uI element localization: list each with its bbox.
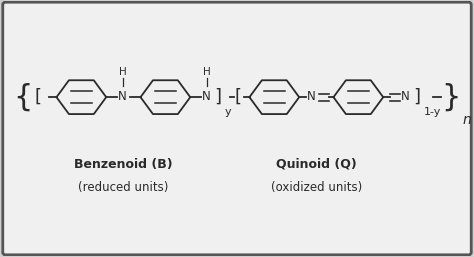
Text: n: n	[462, 113, 471, 126]
Text: Quinoid (Q): Quinoid (Q)	[276, 158, 357, 171]
Text: N: N	[307, 90, 316, 103]
Text: (reduced units): (reduced units)	[78, 181, 169, 194]
Text: N: N	[202, 90, 211, 103]
Text: ]: ]	[215, 88, 222, 106]
Text: N: N	[401, 90, 410, 103]
Text: [: [	[35, 88, 42, 106]
Text: ]: ]	[413, 88, 420, 106]
Text: H: H	[203, 67, 210, 77]
Text: $\}$: $\}$	[441, 81, 458, 113]
Text: [: [	[235, 88, 241, 106]
Text: 1-y: 1-y	[423, 107, 441, 117]
FancyBboxPatch shape	[3, 2, 471, 255]
Text: Benzenoid (B): Benzenoid (B)	[74, 158, 173, 171]
Text: (oxidized units): (oxidized units)	[271, 181, 362, 194]
Text: H: H	[119, 67, 127, 77]
Text: $\{$: $\{$	[13, 81, 31, 113]
Text: y: y	[225, 107, 231, 117]
Text: N: N	[118, 90, 127, 103]
